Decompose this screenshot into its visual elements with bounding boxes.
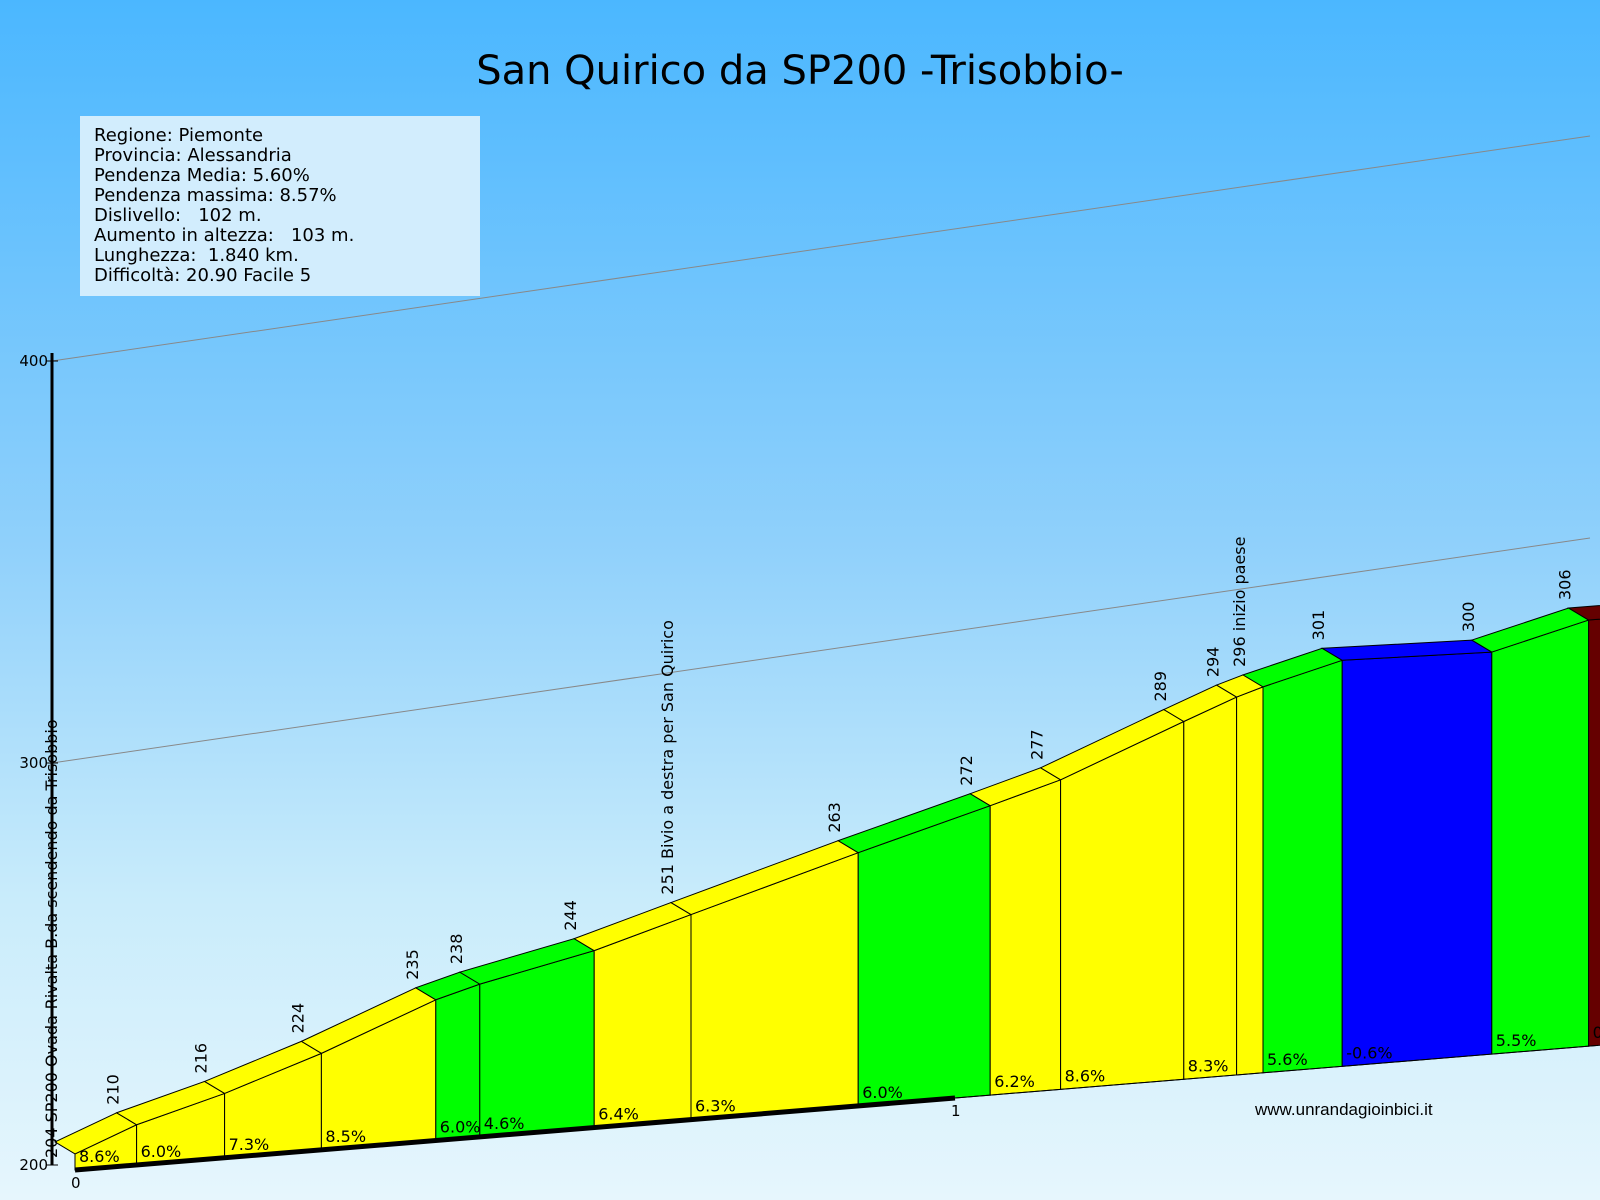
altitude-label-5: 238 — [447, 934, 466, 965]
gradient-label-14: -0.6% — [1346, 1043, 1392, 1062]
info-provincia: Provincia: Alessandria — [94, 146, 466, 166]
website-credit: www.unrandagioinbici.it — [1255, 1100, 1433, 1120]
profile-segment-10 — [1061, 722, 1184, 1090]
gradient-label-5: 4.6% — [484, 1114, 525, 1133]
gradient-label-0: 8.6% — [79, 1147, 120, 1166]
profile-segment-8 — [858, 806, 990, 1106]
info-pendenza-media: Pendenza Media: 5.60% — [94, 166, 466, 186]
altitude-label-9: 272 — [957, 755, 976, 786]
altitude-label-10: 277 — [1028, 729, 1047, 760]
y-tick-label-400: 400 — [19, 352, 48, 370]
gradient-label-15: 5.5% — [1496, 1031, 1537, 1050]
x-tick-label-1: 1 — [951, 1102, 961, 1120]
profile-segment-16 — [1589, 611, 1600, 1046]
altitude-label-14: 301 — [1309, 610, 1328, 641]
altitude-label-8: 263 — [825, 802, 844, 833]
profile-segment-6 — [594, 915, 691, 1128]
gradient-label-7: 6.3% — [695, 1097, 736, 1116]
gradient-label-13: 5.6% — [1267, 1050, 1308, 1069]
altitude-label-0: 204 SP200 Ovada-Rivalta B.da scendendo d… — [42, 719, 61, 1158]
altitude-label-13: 296 inizio paese — [1230, 537, 1249, 667]
gradient-label-9: 6.2% — [994, 1072, 1035, 1091]
gradient-label-16: 0.0% — [1593, 1023, 1600, 1042]
gradient-label-4: 6.0% — [440, 1117, 481, 1136]
altitude-label-6: 244 — [561, 900, 580, 931]
chart-title: San Quirico da SP200 -Trisobbio- — [0, 48, 1600, 94]
gradient-label-2: 7.3% — [229, 1135, 270, 1154]
gradient-label-6: 6.4% — [598, 1105, 639, 1124]
altitude-label-15: 300 — [1459, 602, 1478, 633]
gradient-label-10: 8.6% — [1065, 1066, 1106, 1085]
altitude-label-11: 289 — [1151, 671, 1170, 702]
info-lunghezza: Lunghezza: 1.840 km. — [94, 246, 466, 266]
altitude-label-3: 224 — [288, 1003, 307, 1034]
altitude-label-16: 306 — [1556, 569, 1575, 600]
profile-segment-13 — [1263, 660, 1342, 1073]
gradient-label-3: 8.5% — [325, 1127, 366, 1146]
altitude-label-1: 210 — [104, 1074, 123, 1105]
altitude-label-12: 294 — [1204, 647, 1223, 678]
x-tick-label-0: 0 — [71, 1174, 81, 1192]
info-aumento: Aumento in altezza: 103 m. — [94, 226, 466, 246]
profile-segment-15 — [1492, 620, 1589, 1054]
profile-segment-9 — [990, 780, 1060, 1095]
info-dislivello: Dislivello: 102 m. — [94, 206, 466, 226]
gradient-label-1: 6.0% — [141, 1142, 182, 1161]
altitude-label-7: 251 Bivio a destra per San Quirico — [658, 620, 677, 894]
profile-segment-14 — [1342, 652, 1492, 1066]
altitude-label-2: 216 — [192, 1043, 211, 1074]
altitude-label-4: 235 — [403, 949, 422, 980]
gradient-label-8: 6.0% — [862, 1083, 903, 1102]
info-difficolta: Difficoltà: 20.90 Facile 5 — [94, 266, 466, 286]
profile-segment-12 — [1237, 687, 1263, 1075]
profile-segment-11 — [1184, 697, 1237, 1079]
info-pendenza-massima: Pendenza massima: 8.57% — [94, 186, 466, 206]
climb-info-box: Regione: Piemonte Provincia: Alessandria… — [80, 116, 480, 296]
gradient-label-11: 8.3% — [1188, 1056, 1229, 1075]
info-regione: Regione: Piemonte — [94, 126, 466, 146]
